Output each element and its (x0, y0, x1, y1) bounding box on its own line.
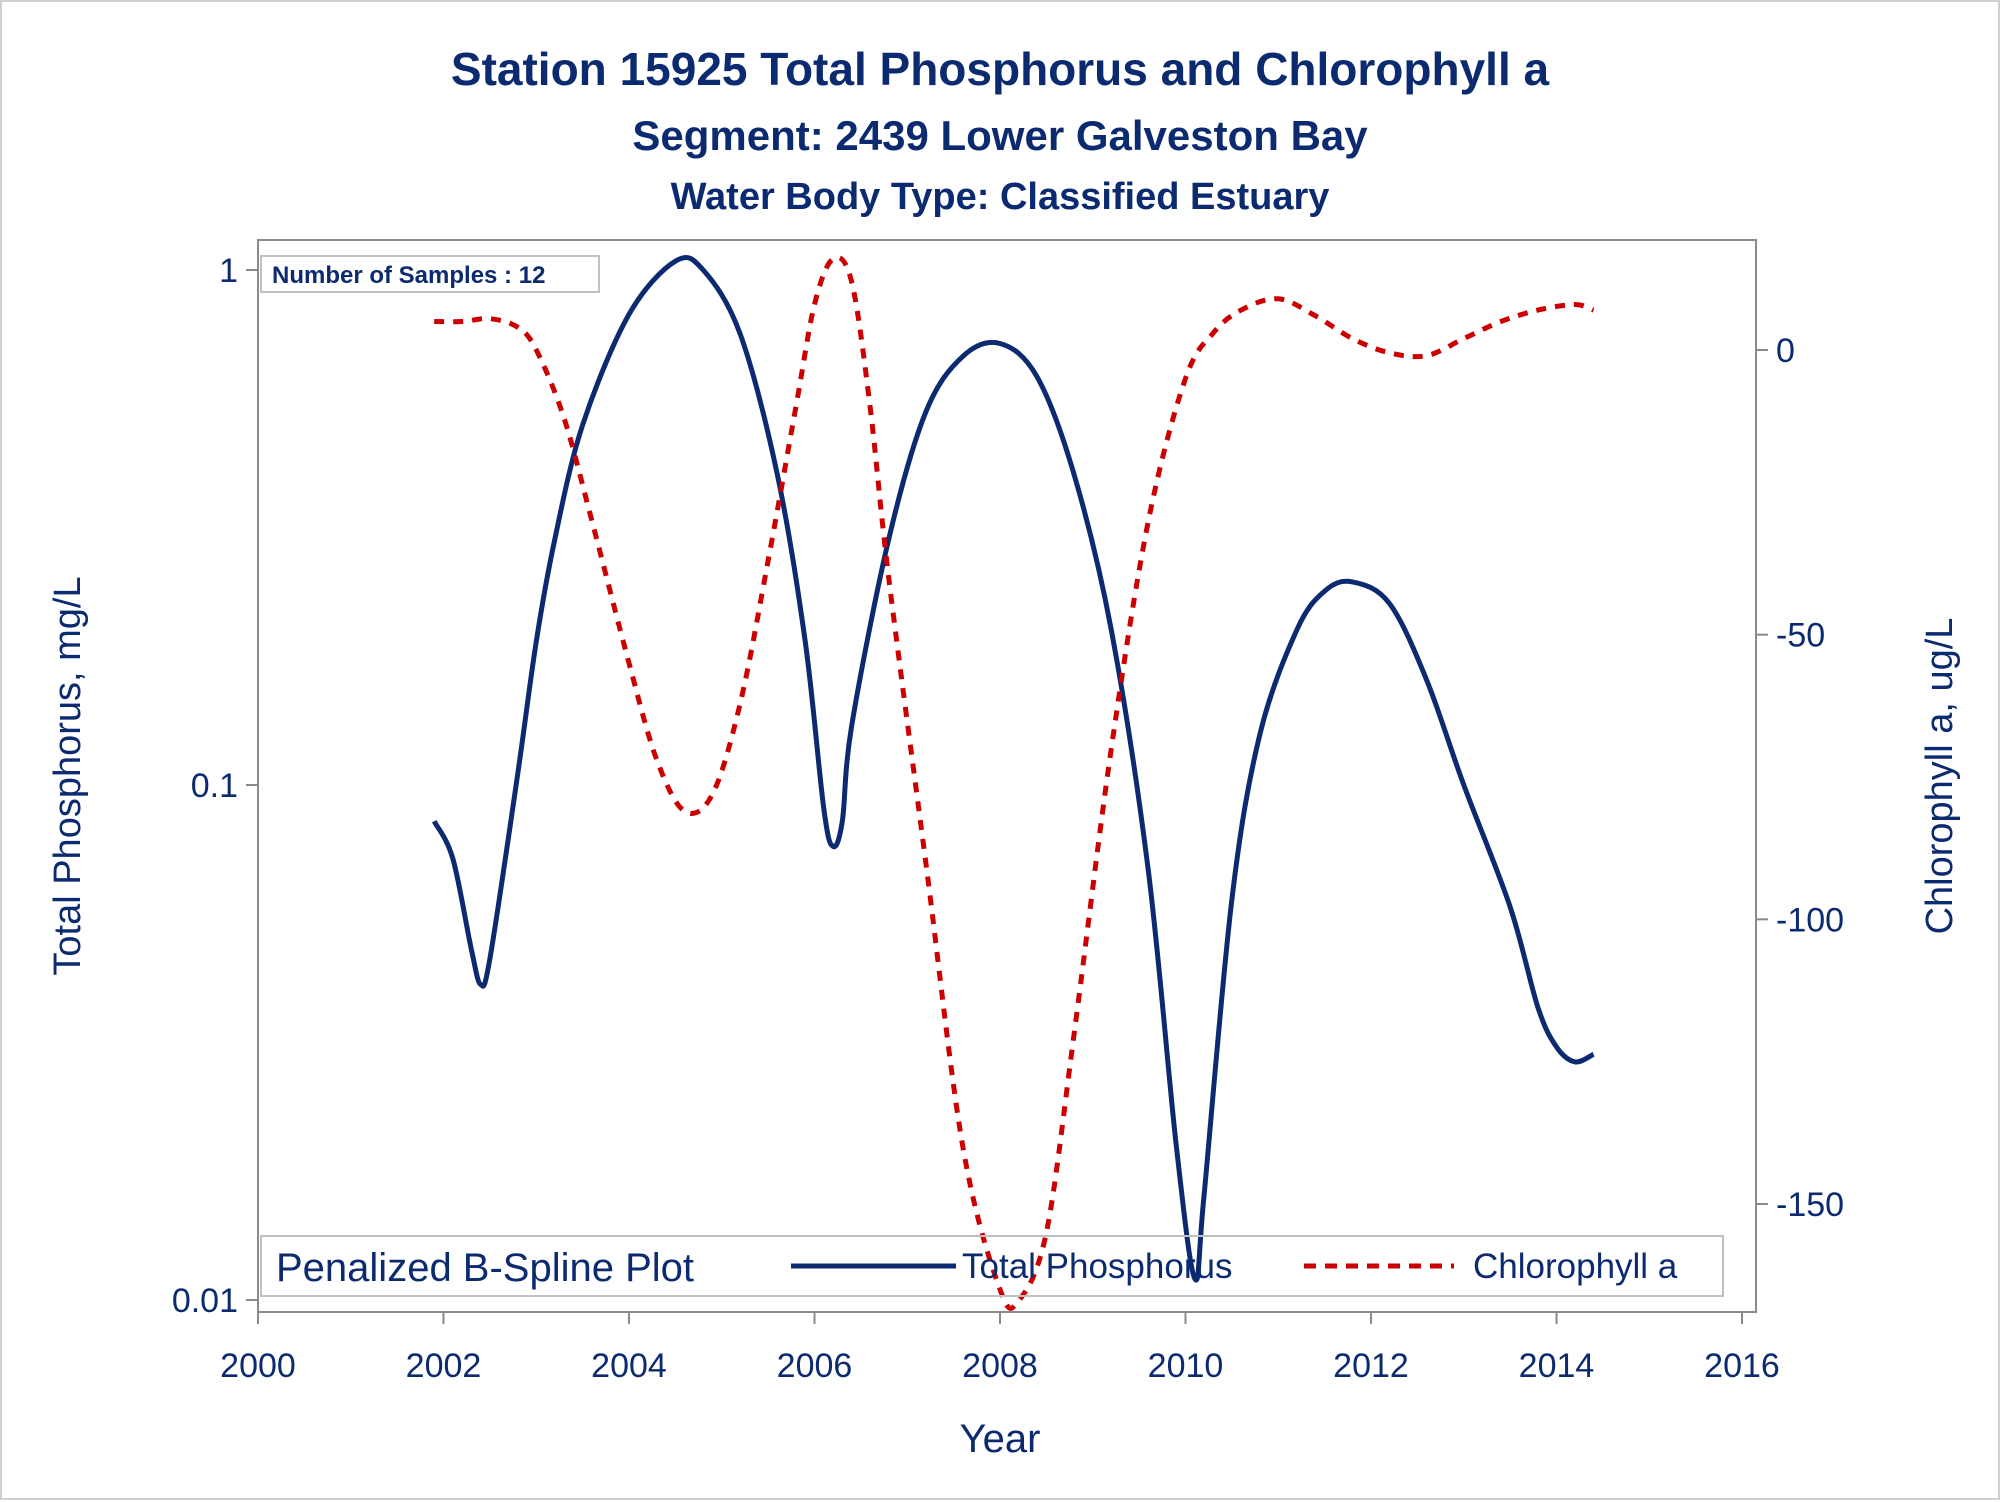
x-axis-label: Year (960, 1417, 1041, 1461)
x-axis: 2000 2002 2004 2006 2008 2010 2012 2014 2016 (220, 1312, 1780, 1385)
right-tick-label: -50 (1776, 617, 1825, 655)
x-tick-label: 2010 (1148, 1347, 1224, 1385)
left-tick-label: 0.1 (191, 767, 238, 805)
legend-label-phosphorus: Total Phosphorus (962, 1247, 1232, 1286)
x-tick-label: 2014 (1519, 1347, 1595, 1385)
right-tick-label: -150 (1776, 1186, 1844, 1224)
legend-label-chlorophyll: Chlorophyll a (1473, 1247, 1678, 1286)
legend: Penalized B-Spline Plot Total Phosphorus… (260, 1235, 1724, 1297)
left-tick-label: 0.01 (172, 1282, 238, 1320)
right-tick-label: 0 (1776, 332, 1795, 370)
x-tick-label: 2016 (1704, 1347, 1780, 1385)
left-axis: 0.01 0.1 1 (172, 252, 258, 1320)
right-axis: -150 -100 -50 0 (1756, 332, 1844, 1224)
x-tick-label: 2002 (406, 1347, 482, 1385)
sample-count-box (260, 255, 600, 293)
right-axis-label: Chlorophyll a, ug/L (1919, 618, 1961, 935)
left-tick-label: 1 (219, 252, 238, 290)
chlorophyll-series-line (434, 254, 1595, 1311)
x-tick-label: 2006 (777, 1347, 853, 1385)
x-tick-label: 2004 (591, 1347, 667, 1385)
sample-count-label: Number of Samples : 12 (272, 262, 545, 289)
phosphorus-series-line (431, 255, 1595, 1283)
right-tick-label: -100 (1776, 901, 1844, 939)
chart-title: Station 15925 Total Phosphorus and Chlor… (451, 43, 1550, 95)
series-layer (431, 254, 1595, 1311)
legend-box (260, 1235, 1724, 1297)
chart-subtitle-2: Water Body Type: Classified Estuary (671, 176, 1330, 218)
x-tick-label: 2012 (1333, 1347, 1409, 1385)
legend-title: Penalized B-Spline Plot (276, 1246, 694, 1290)
left-axis-label: Total Phosphorus, mg/L (47, 576, 89, 975)
plot-area (257, 239, 1757, 1313)
x-tick-label: 2008 (962, 1347, 1038, 1385)
chart-subtitle: Segment: 2439 Lower Galveston Bay (632, 112, 1368, 159)
x-tick-label: 2000 (220, 1347, 296, 1385)
